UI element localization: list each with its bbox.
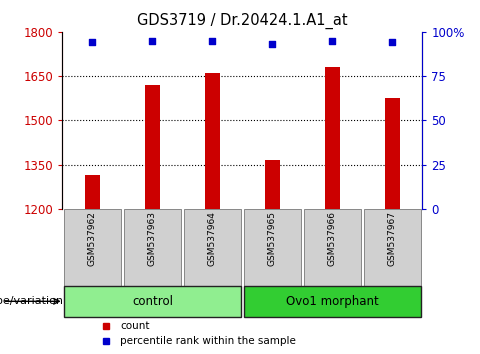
Bar xyxy=(63,286,241,316)
Text: control: control xyxy=(132,295,173,308)
Bar xyxy=(63,209,121,286)
Title: GDS3719 / Dr.20424.1.A1_at: GDS3719 / Dr.20424.1.A1_at xyxy=(137,13,348,29)
Bar xyxy=(184,209,241,286)
Point xyxy=(149,38,156,44)
Text: Ovo1 morphant: Ovo1 morphant xyxy=(286,295,379,308)
Bar xyxy=(85,175,100,209)
Text: percentile rank within the sample: percentile rank within the sample xyxy=(120,336,296,346)
Text: GSM537967: GSM537967 xyxy=(388,211,397,266)
Bar xyxy=(124,209,181,286)
Bar xyxy=(385,98,400,209)
Point xyxy=(88,40,96,45)
Bar xyxy=(243,286,421,316)
Text: genotype/variation: genotype/variation xyxy=(0,296,63,306)
Point xyxy=(268,41,276,47)
Text: count: count xyxy=(120,321,149,331)
Text: GSM537963: GSM537963 xyxy=(148,211,157,266)
Point xyxy=(328,38,336,44)
Bar xyxy=(205,73,220,209)
Text: GSM537965: GSM537965 xyxy=(268,211,277,266)
Point xyxy=(208,38,216,44)
Text: GSM537966: GSM537966 xyxy=(328,211,337,266)
Text: GSM537964: GSM537964 xyxy=(208,211,217,266)
Bar xyxy=(304,209,361,286)
Bar xyxy=(243,209,301,286)
Point xyxy=(388,40,396,45)
Bar xyxy=(364,209,421,286)
Text: GSM537962: GSM537962 xyxy=(88,211,97,266)
Bar xyxy=(265,160,280,209)
Bar xyxy=(325,67,340,209)
Bar xyxy=(145,85,160,209)
